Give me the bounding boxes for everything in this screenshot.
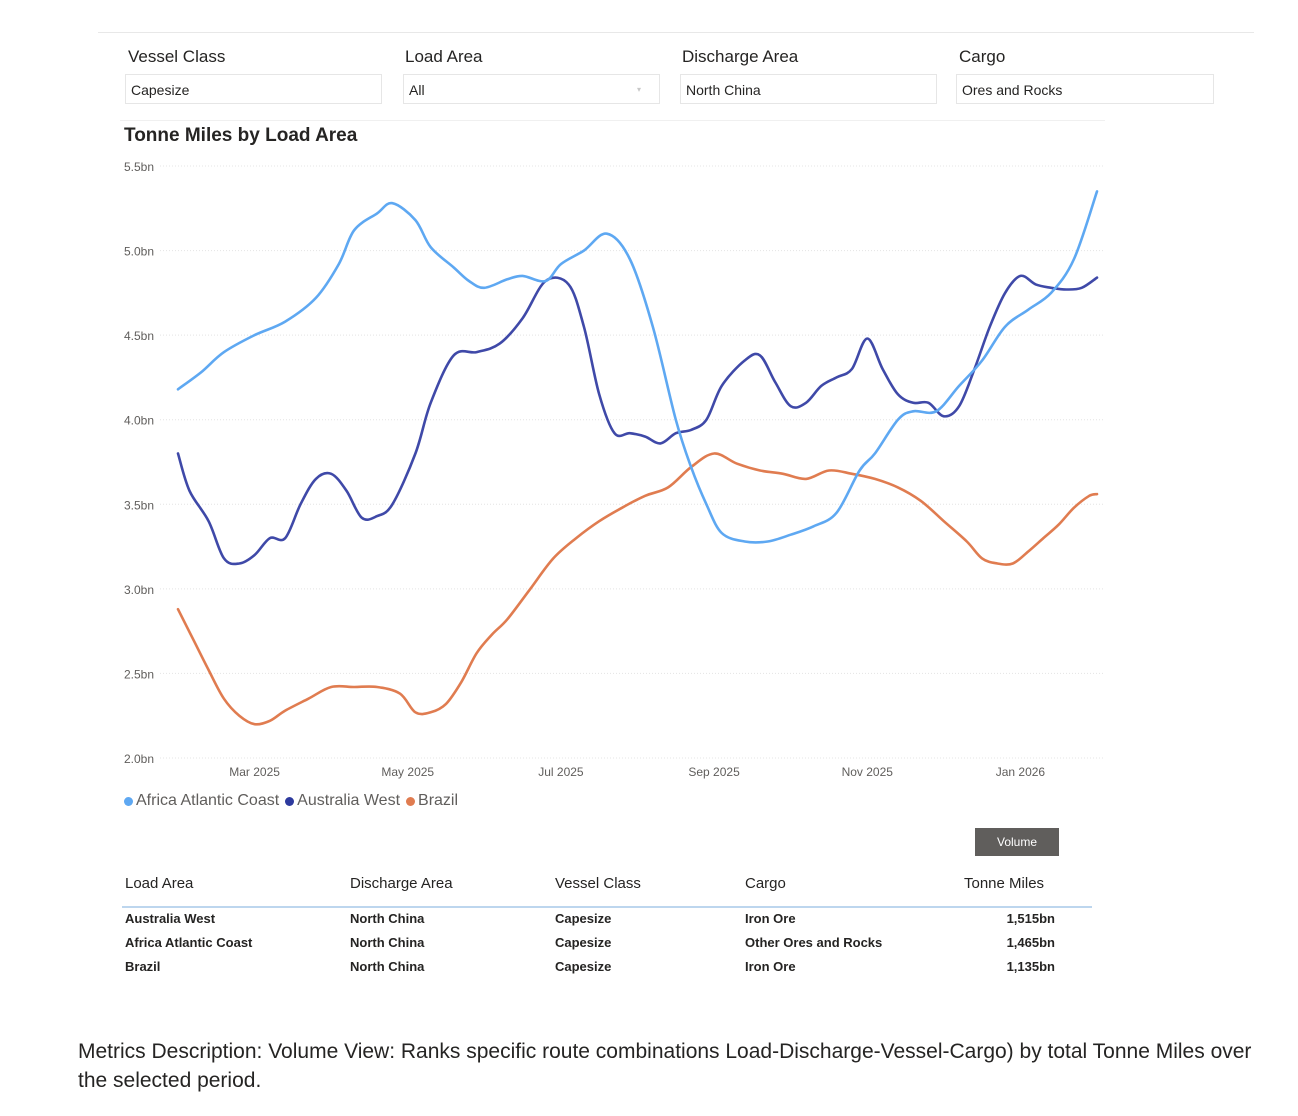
legend-item-africa-atlantic-coast[interactable]: Africa Atlantic Coast bbox=[124, 792, 279, 810]
filter-label-vessel-class: Vessel Class bbox=[128, 47, 226, 66]
y-tick-label: 2.0bn bbox=[124, 752, 154, 766]
table-header-tonne-miles[interactable]: Tonne Miles bbox=[964, 875, 1045, 892]
x-tick-label: May 2025 bbox=[381, 765, 434, 779]
legend-label: Australia West bbox=[297, 792, 401, 809]
table-header-discharge-area[interactable]: Discharge Area bbox=[350, 875, 453, 892]
top-divider bbox=[98, 32, 1254, 33]
chart-top-divider bbox=[120, 120, 1105, 121]
metrics-description: Metrics Description: Volume View: Ranks … bbox=[78, 1040, 1252, 1092]
chart-title: Tonne Miles by Load Area bbox=[124, 125, 358, 146]
y-tick-label: 3.0bn bbox=[124, 583, 154, 597]
vessel-class-dropdown[interactable]: Capesize bbox=[125, 74, 382, 104]
series-line-brazil[interactable] bbox=[176, 452, 1099, 726]
table-header-vessel-class[interactable]: Vessel Class bbox=[555, 875, 641, 892]
series-line-africa-atlantic-coast[interactable] bbox=[176, 190, 1099, 544]
table-cell: 1,135bn bbox=[1006, 959, 1055, 974]
y-tick-label: 3.5bn bbox=[124, 498, 154, 512]
legend-dot-icon bbox=[285, 796, 295, 806]
table-cell: Australia West bbox=[125, 911, 216, 926]
legend-label: Africa Atlantic Coast bbox=[136, 792, 280, 809]
table-cell: 1,515bn bbox=[1006, 911, 1055, 926]
table-cell: 1,465bn bbox=[1006, 935, 1055, 950]
x-tick-label: Sep 2025 bbox=[688, 765, 740, 779]
legend-item-australia-west[interactable]: Australia West bbox=[285, 792, 400, 810]
legend-item-brazil[interactable]: Brazil bbox=[406, 792, 458, 810]
table-cell: Africa Atlantic Coast bbox=[125, 935, 253, 950]
x-tick-label: Nov 2025 bbox=[842, 765, 894, 779]
discharge-area-value: North China bbox=[686, 82, 761, 98]
table-cell: Iron Ore bbox=[745, 911, 796, 926]
legend-dot-icon bbox=[124, 796, 133, 806]
table-cell: North China bbox=[350, 911, 425, 926]
discharge-area-dropdown[interactable]: North China bbox=[680, 74, 937, 104]
series-line-australia-west[interactable] bbox=[176, 274, 1099, 566]
vessel-class-value: Capesize bbox=[131, 82, 190, 98]
load-area-dropdown[interactable]: All ▾ bbox=[403, 74, 660, 104]
volume-button[interactable]: Volume bbox=[975, 828, 1059, 856]
x-tick-label: Jul 2025 bbox=[538, 765, 584, 779]
table-cell: Other Ores and Rocks bbox=[745, 935, 883, 950]
y-tick-label: 5.0bn bbox=[124, 245, 154, 259]
table-header-rule bbox=[122, 906, 1092, 908]
line-chart: 2.0bn 2.5bn 3.0bn 3.5bn 4.0bn 4.5bn 5.0bn 5.5bn… bbox=[124, 160, 1105, 779]
table-cell: North China bbox=[350, 935, 425, 950]
filter-label-load-area: Load Area bbox=[405, 47, 483, 66]
table-cell: Iron Ore bbox=[745, 959, 796, 974]
cargo-dropdown[interactable]: Ores and Rocks bbox=[956, 74, 1214, 104]
legend-dot-icon bbox=[406, 796, 416, 806]
table-cell: Capesize bbox=[555, 959, 612, 974]
x-tick-label: Mar 2025 bbox=[229, 765, 280, 779]
chevron-down-icon: ▾ bbox=[636, 85, 641, 94]
table-header-load-area[interactable]: Load Area bbox=[125, 875, 194, 892]
table-cell: Capesize bbox=[555, 935, 612, 950]
cargo-value: Ores and Rocks bbox=[962, 82, 1063, 98]
table-cell: North China bbox=[350, 959, 425, 974]
y-tick-label: 2.5bn bbox=[124, 667, 154, 681]
chart-legend: Africa Atlantic Coast Australia West Bra… bbox=[124, 792, 464, 810]
y-tick-label: 5.5bn bbox=[124, 160, 154, 174]
x-tick-label: Jan 2026 bbox=[996, 765, 1046, 779]
table-header-cargo[interactable]: Cargo bbox=[745, 875, 786, 892]
y-tick-label: 4.0bn bbox=[124, 414, 154, 428]
table-cell: Brazil bbox=[125, 959, 161, 974]
legend-label: Brazil bbox=[418, 792, 459, 809]
load-area-value: All bbox=[409, 82, 425, 98]
y-tick-label: 4.5bn bbox=[124, 329, 154, 343]
filter-label-cargo: Cargo bbox=[959, 47, 1006, 66]
filter-label-discharge-area: Discharge Area bbox=[682, 47, 799, 66]
table-cell: Capesize bbox=[555, 911, 612, 926]
